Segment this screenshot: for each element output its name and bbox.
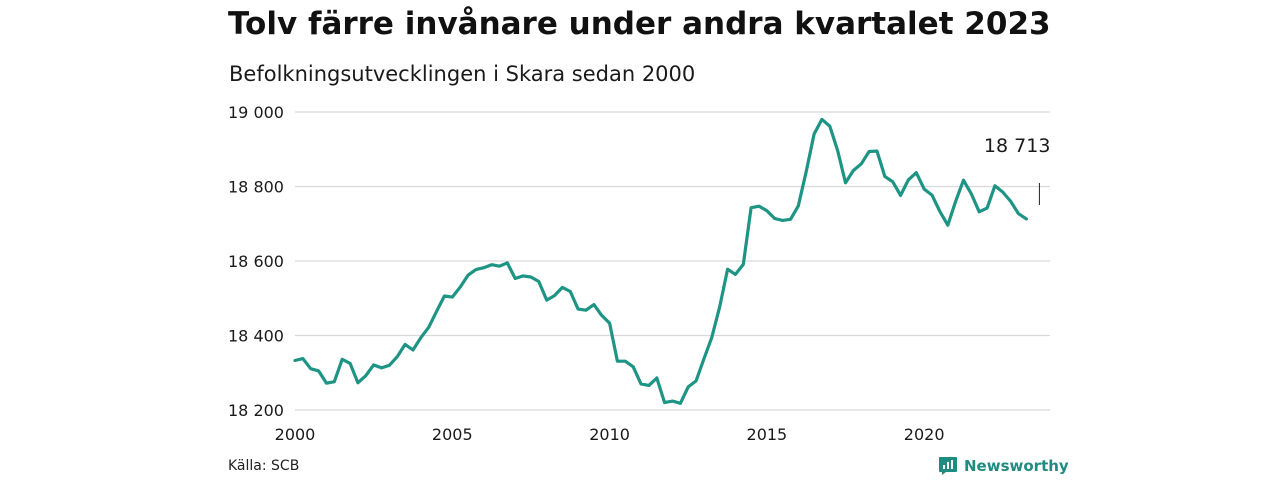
y-axis-tick-labels: 18 200 18 400 18 600 18 800 19 000 — [228, 103, 284, 420]
brand-name: Newsworthy — [964, 457, 1069, 475]
brand-logo: Newsworthy — [938, 456, 1069, 476]
annotation-label: 18 713 — [984, 135, 1050, 157]
series-layer — [293, 117, 1029, 405]
chart-title: Tolv färre invånare under andra kvartale… — [228, 6, 1051, 42]
grid-lines — [295, 111, 1050, 411]
y-tick-label: 18 200 — [228, 401, 284, 420]
y-tick-label: 18 800 — [228, 178, 284, 197]
x-tick-label: 2010 — [589, 425, 630, 444]
y-tick-label: 18 400 — [228, 327, 284, 346]
x-tick-label: 2015 — [747, 425, 788, 444]
x-tick-label: 2020 — [904, 425, 945, 444]
source-note: Källa: SCB — [228, 458, 300, 474]
y-tick-label: 18 600 — [228, 252, 284, 271]
y-tick-label: 19 000 — [228, 103, 284, 122]
annotation-layer: 18 713 — [984, 135, 1050, 205]
chart-subtitle: Befolkningsutvecklingen i Skara sedan 20… — [229, 62, 696, 86]
x-tick-label: 2000 — [275, 425, 316, 444]
x-tick-label: 2005 — [432, 425, 473, 444]
x-axis-tick-labels: 2000 2005 2010 2015 2020 — [275, 425, 945, 444]
newsworthy-logo-icon — [939, 457, 957, 475]
series-line — [293, 117, 1029, 405]
